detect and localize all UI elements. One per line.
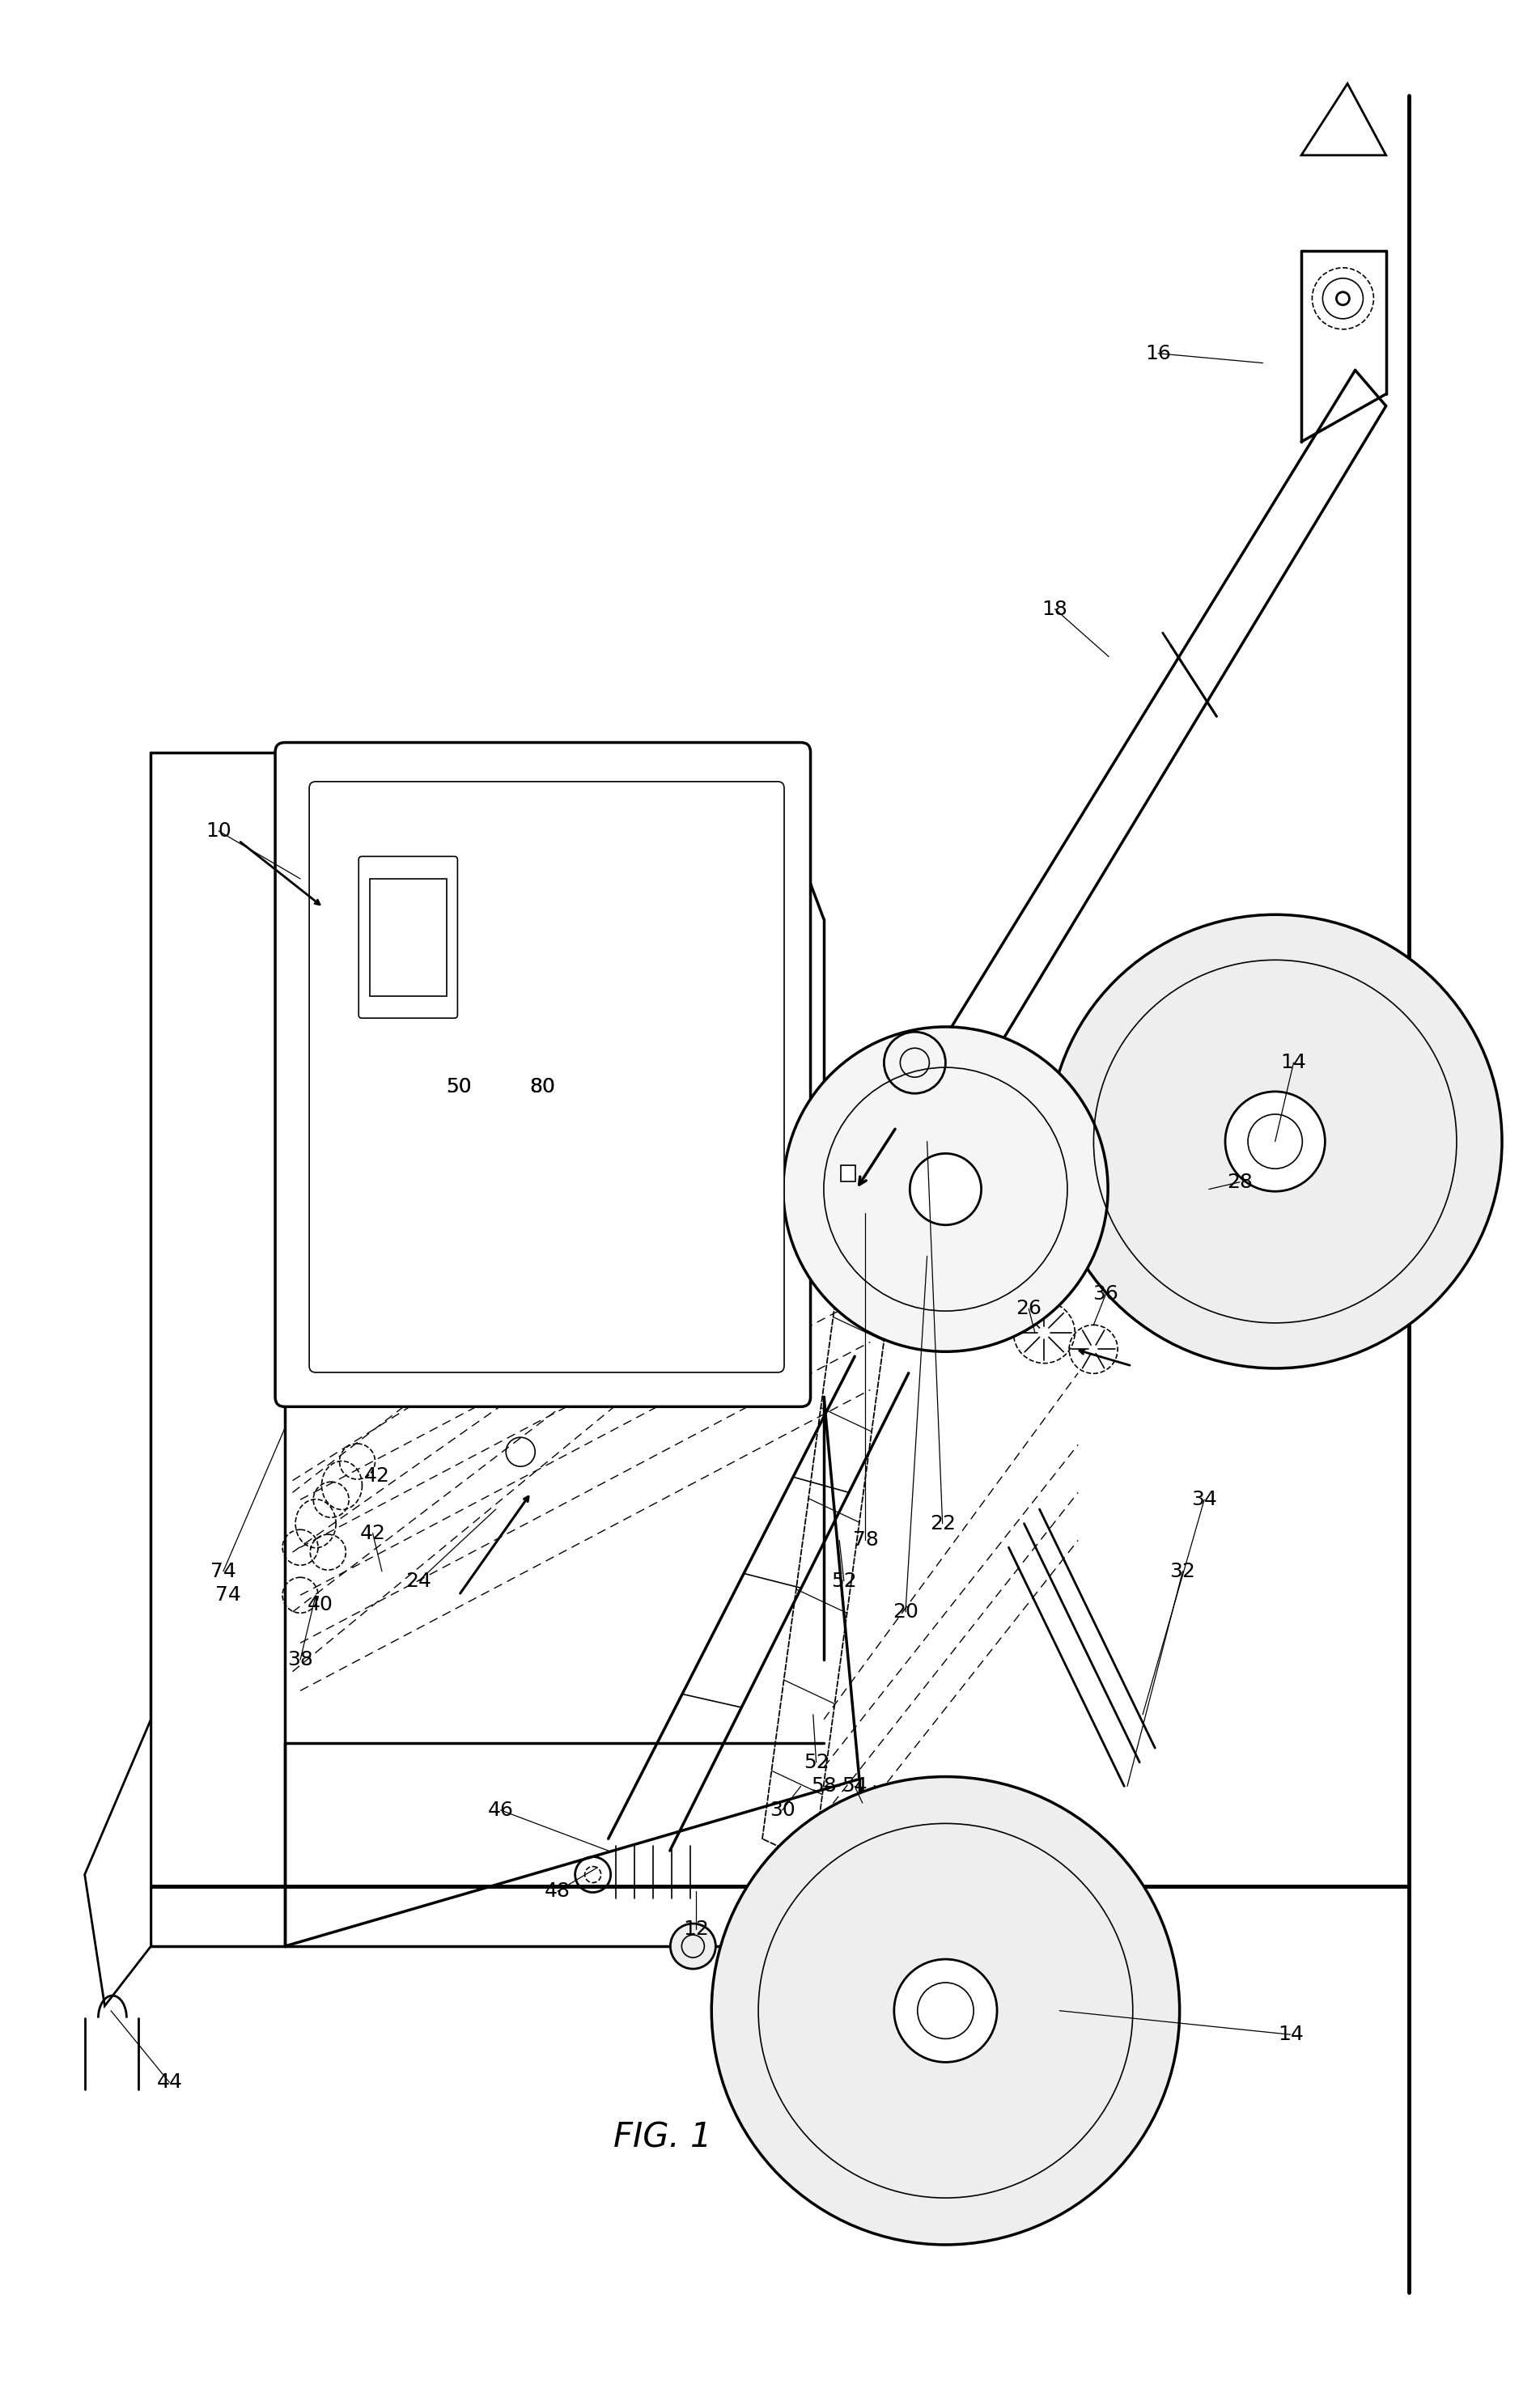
Text: 50: 50	[447, 1077, 471, 1096]
Circle shape	[1337, 291, 1349, 306]
Text: 42: 42	[365, 1466, 390, 1485]
FancyBboxPatch shape	[310, 781, 784, 1373]
Text: 16: 16	[1146, 344, 1170, 363]
Text: 30: 30	[770, 1801, 795, 1820]
Circle shape	[895, 1958, 996, 2063]
Text: 12: 12	[684, 1920, 708, 1939]
Text: 54: 54	[842, 1777, 867, 1796]
Text: 14: 14	[1278, 2025, 1303, 2044]
Circle shape	[670, 1925, 716, 1968]
Text: 80: 80	[530, 1077, 554, 1096]
Text: 58: 58	[812, 1777, 836, 1796]
Text: 46: 46	[488, 1801, 513, 1820]
Text: 26: 26	[1016, 1299, 1041, 1318]
Text: 34: 34	[1192, 1490, 1217, 1509]
FancyBboxPatch shape	[359, 857, 457, 1017]
FancyBboxPatch shape	[841, 1165, 855, 1182]
Text: 80: 80	[530, 1077, 554, 1096]
Text: 44: 44	[157, 2073, 182, 2092]
Text: 32: 32	[1170, 1562, 1195, 1581]
FancyBboxPatch shape	[370, 879, 447, 996]
Text: 18: 18	[1043, 599, 1067, 618]
Circle shape	[1226, 1091, 1324, 1192]
Polygon shape	[85, 1719, 151, 2006]
Text: 52: 52	[832, 1571, 856, 1590]
Text: 40: 40	[308, 1595, 333, 1614]
Text: 74: 74	[211, 1562, 236, 1581]
Text: 52: 52	[804, 1753, 829, 1772]
Circle shape	[711, 1777, 1180, 2245]
Text: 42: 42	[360, 1524, 385, 1543]
Text: 24: 24	[407, 1571, 431, 1590]
Text: 74: 74	[216, 1586, 240, 1605]
Text: 22: 22	[930, 1514, 955, 1533]
Text: 28: 28	[1227, 1173, 1252, 1192]
Text: 14: 14	[1281, 1053, 1306, 1072]
Text: 10: 10	[206, 821, 231, 841]
Circle shape	[1049, 915, 1501, 1368]
Text: 20: 20	[893, 1602, 918, 1621]
Text: 36: 36	[1093, 1285, 1118, 1304]
Text: 38: 38	[288, 1650, 313, 1669]
Circle shape	[910, 1153, 981, 1225]
Circle shape	[784, 1027, 1107, 1352]
Text: 78: 78	[853, 1531, 878, 1550]
Text: 48: 48	[545, 1882, 570, 1901]
Text: 50: 50	[447, 1077, 471, 1096]
FancyBboxPatch shape	[276, 743, 810, 1407]
Text: FIG. 1: FIG. 1	[613, 2121, 711, 2154]
Polygon shape	[1301, 84, 1386, 155]
